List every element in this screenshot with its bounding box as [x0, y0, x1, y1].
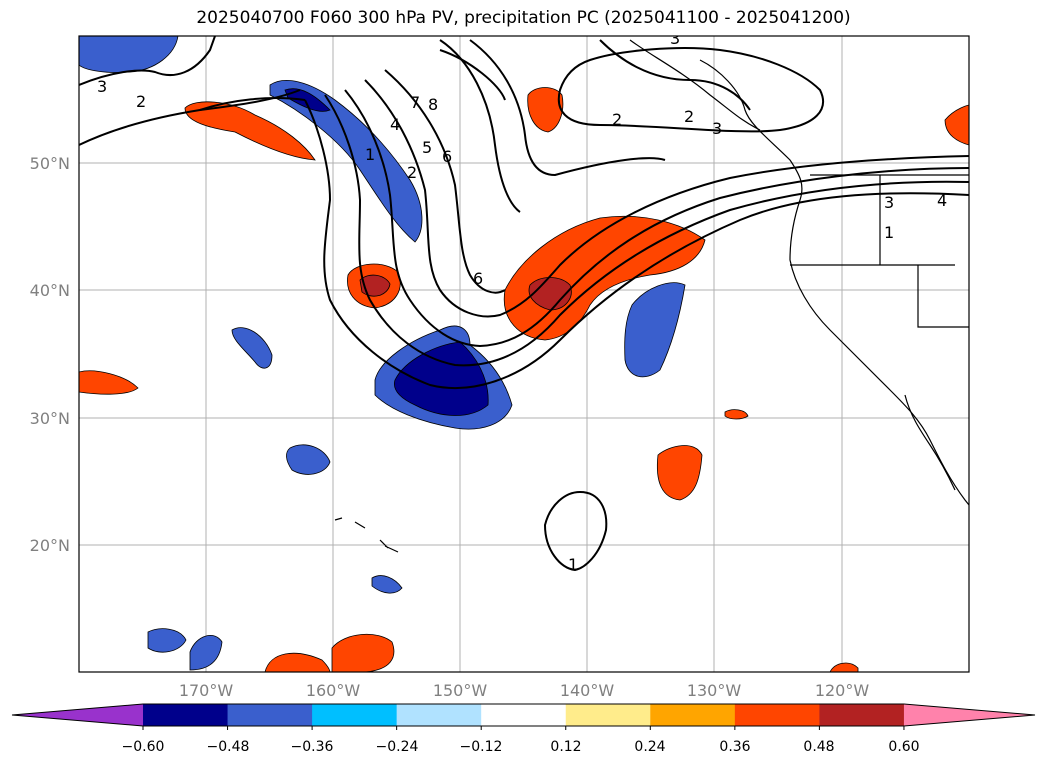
precip-positive-small-3	[331, 633, 395, 672]
pv-label: 3	[884, 193, 894, 212]
precipitation-shading	[79, 36, 969, 672]
precip-positive-small-1	[656, 445, 703, 501]
pv-label: 2	[407, 163, 417, 182]
plot-area	[79, 36, 969, 672]
latitude-labels: 20°N 30°N 40°N 50°N	[30, 154, 70, 555]
colorbar-tick-label: 0.24	[634, 739, 665, 755]
pv-label: 3	[670, 29, 680, 48]
lat-label: 40°N	[30, 281, 70, 300]
precip-positive-small-5	[944, 104, 969, 146]
colorbar-tick-label: −0.12	[460, 739, 503, 755]
baja-coast	[904, 394, 956, 491]
precip-negative-core	[393, 341, 489, 416]
pv-label: 3	[712, 119, 722, 138]
pv-contour-4	[364, 79, 969, 318]
pv-contour-ridge-3	[439, 39, 751, 111]
map-title: 2025040700 F060 300 hPa PV, precipitatio…	[196, 8, 851, 28]
lon-label: 170°W	[179, 681, 234, 700]
precip-negative-small-1	[231, 327, 273, 369]
pv-label: 1	[365, 145, 375, 164]
pv-label: 2	[684, 107, 694, 126]
pv-label: 1	[884, 223, 894, 242]
colorbar-tick-label: −0.60	[122, 739, 165, 755]
precip-negative-small-5	[189, 635, 223, 671]
north-america-coast	[699, 59, 969, 506]
colorbar-tick-labels: −0.60 −0.48 −0.36 −0.24 −0.12 0.12 0.24 …	[122, 739, 920, 755]
precip-negative-small-3	[371, 575, 403, 594]
precip-positive-far-west	[79, 370, 139, 395]
pv-label: 5	[422, 138, 432, 157]
pv-label: 8	[428, 95, 438, 114]
lon-label: 150°W	[433, 681, 488, 700]
colorbar-tick-label: −0.24	[376, 739, 419, 755]
coastlines	[334, 39, 969, 553]
pv-contour-5	[384, 69, 506, 294]
colorbar-segment	[396, 704, 482, 726]
colorbar-tick-label: −0.48	[207, 739, 250, 755]
lon-label: 140°W	[560, 681, 615, 700]
pv-label: 7	[410, 93, 420, 112]
pv-label: 2	[612, 110, 622, 129]
pv-contours	[79, 36, 969, 572]
colorbar-segment	[565, 704, 651, 726]
colorbar-tick-label: 0.12	[550, 739, 581, 755]
pv-contour-1	[304, 99, 969, 389]
colorbar-segment	[143, 704, 229, 726]
colorbar-extend-high	[903, 704, 1035, 726]
colorbar-tick-label: −0.36	[291, 739, 334, 755]
us-state-border-3	[917, 265, 969, 328]
colorbar-tick-label: 0.60	[888, 739, 919, 755]
colorbar-tick-label: 0.48	[803, 739, 834, 755]
colorbar-extend-low	[12, 704, 143, 726]
pv-contour-ridge-2	[469, 39, 666, 177]
hawaii	[334, 517, 399, 553]
colorbar-tick-label: 0.36	[719, 739, 750, 755]
colorbar-segment	[819, 704, 905, 726]
colorbar-segment	[650, 704, 736, 726]
colorbar-segment	[481, 704, 567, 726]
precip-negative-band	[269, 80, 423, 243]
lon-label: 130°W	[687, 681, 742, 700]
alaska-coast	[629, 39, 761, 131]
pv-contour-north	[557, 47, 825, 133]
lat-label: 20°N	[30, 536, 70, 555]
pv-label: 3	[97, 77, 107, 96]
pv-label: 4	[937, 191, 947, 210]
pv-label: 6	[473, 269, 483, 288]
colorbar-segment	[227, 704, 313, 726]
pv-contour-west-1	[199, 97, 306, 111]
colorbar	[11, 703, 1036, 730]
pv-contour-west-3	[79, 36, 216, 86]
colorbar-segment	[734, 704, 820, 726]
lon-label: 160°W	[306, 681, 361, 700]
lat-label: 50°N	[30, 154, 70, 173]
pv-label: 2	[136, 92, 146, 111]
longitude-labels: 170°W 160°W 150°W 140°W 130°W 120°W	[179, 681, 870, 700]
colorbar-segment	[312, 704, 398, 726]
plot-frame	[78, 35, 970, 673]
pv-label: 1	[568, 555, 578, 574]
precip-negative-east	[624, 282, 686, 378]
pv-contour-southern-1	[543, 490, 608, 572]
precip-positive-north	[527, 87, 564, 133]
lat-label: 30°N	[30, 409, 70, 428]
pv-contour-3	[344, 89, 969, 348]
pv-contour-labels: 3 2 2 8 7 4 5 6 1 2 6 2 3 3 3 1 4 4 1	[97, 29, 947, 574]
lon-label: 120°W	[815, 681, 870, 700]
pv-label: 4	[390, 115, 400, 134]
precip-positive-small-6	[829, 662, 859, 672]
precip-negative-small-2	[286, 444, 331, 475]
precip-positive-small-4	[724, 409, 749, 420]
pv-contour-2	[324, 94, 969, 367]
precip-negative-small-4	[147, 628, 187, 653]
pv-label: 6	[442, 147, 452, 166]
